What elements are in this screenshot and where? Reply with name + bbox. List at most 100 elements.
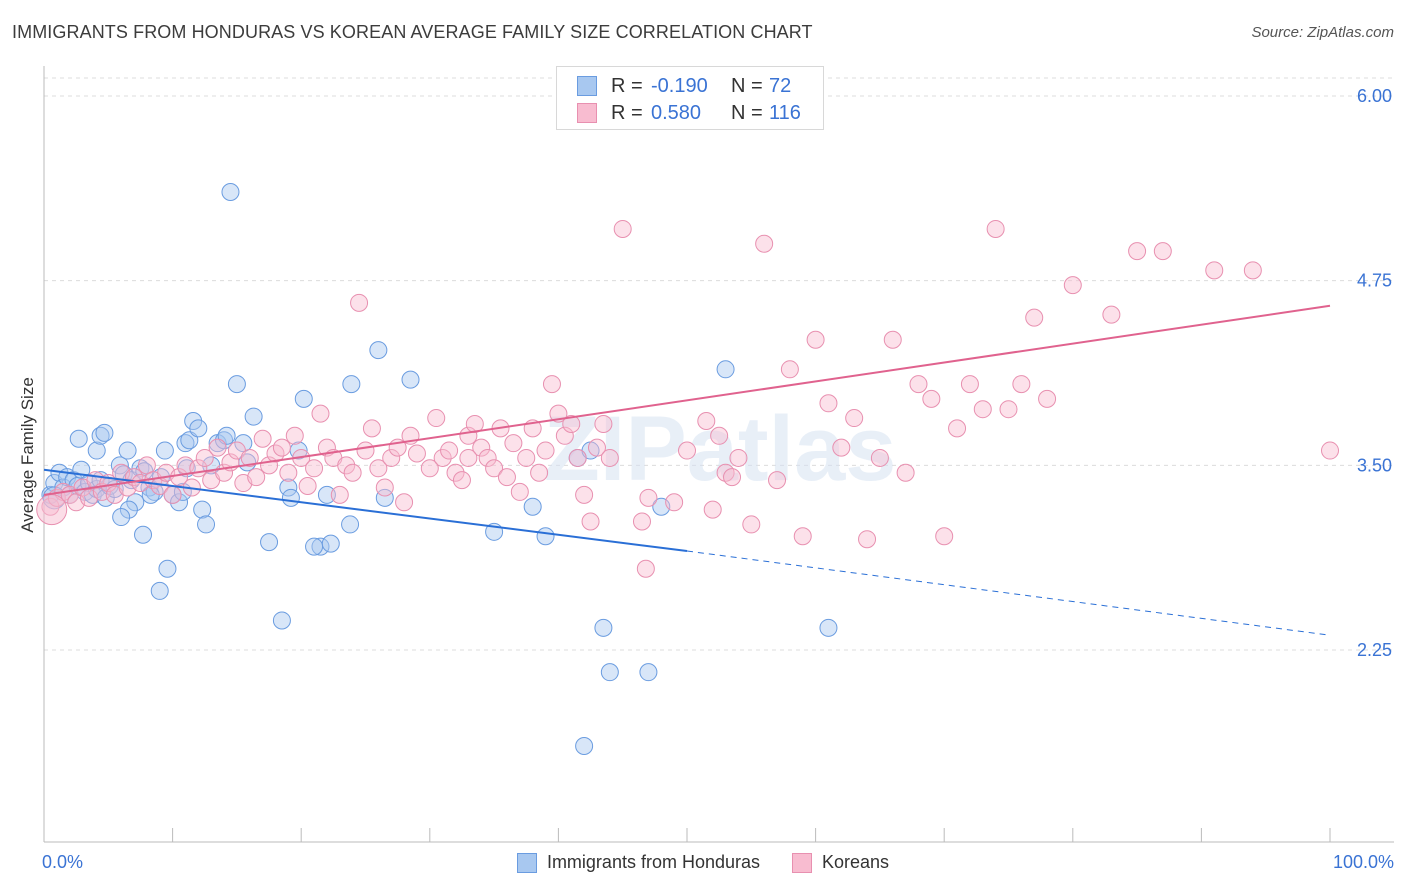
x-tick-label-min: 0.0%: [42, 852, 84, 872]
data-point: [793, 527, 812, 546]
data-point: [755, 234, 774, 253]
data-point: [542, 375, 561, 394]
data-point: [330, 485, 349, 504]
data-point: [896, 463, 915, 482]
data-point: [382, 448, 401, 467]
data-point: [742, 515, 761, 534]
data-point: [536, 527, 555, 546]
data-point: [247, 468, 266, 487]
data-point: [452, 471, 471, 490]
data-point: [195, 448, 214, 467]
data-point: [118, 441, 137, 460]
y-tick-label: 6.00: [1357, 86, 1392, 106]
data-point: [341, 515, 360, 534]
data-point: [1038, 389, 1057, 408]
data-point: [581, 512, 600, 531]
data-point: [272, 438, 291, 457]
data-point: [845, 409, 864, 428]
data-point: [636, 559, 655, 578]
legend-row-koreans: R = 0.580 N = 116: [577, 100, 801, 126]
data-point: [375, 478, 394, 497]
legend-label-honduras: Immigrants from Honduras: [546, 852, 761, 872]
data-point: [110, 456, 129, 475]
series-koreans-points: [36, 219, 1339, 578]
data-point: [973, 400, 992, 419]
data-point: [427, 409, 446, 428]
data-point: [459, 448, 478, 467]
data-point: [710, 426, 729, 445]
data-point: [321, 534, 340, 553]
data-point: [112, 508, 131, 527]
legend-r-label: R =: [611, 101, 643, 124]
data-point: [723, 468, 742, 487]
data-point: [150, 581, 169, 600]
data-point: [594, 414, 613, 433]
data-point: [227, 375, 246, 394]
y-tick-labels: 2.25 3.50 4.75 6.00: [1357, 86, 1392, 660]
data-point: [395, 493, 414, 512]
data-point: [587, 438, 606, 457]
data-point: [272, 611, 291, 630]
data-point: [155, 441, 174, 460]
data-point: [600, 663, 619, 682]
data-point: [305, 459, 324, 478]
x-tick-label-max: 100.0%: [1332, 852, 1394, 872]
data-point: [523, 497, 542, 516]
legend-n-label: N =: [731, 101, 763, 124]
data-point: [632, 512, 651, 531]
legend-swatch-honduras: [516, 852, 537, 873]
data-point: [613, 219, 632, 238]
data-point: [594, 618, 613, 637]
data-point: [1321, 441, 1339, 460]
data-point: [639, 488, 658, 507]
legend-n-value: 72: [769, 74, 792, 97]
data-point: [697, 412, 716, 431]
data-point: [922, 389, 941, 408]
legend-item-honduras[interactable]: Immigrants from Honduras: [516, 852, 761, 873]
legend-label-koreans: Koreans: [822, 852, 890, 872]
data-point: [369, 341, 388, 360]
trend-line-koreans: [43, 304, 1331, 496]
data-point: [510, 482, 529, 501]
data-point: [69, 429, 88, 448]
data-point: [1063, 276, 1082, 295]
data-point: [530, 463, 549, 482]
data-point: [342, 375, 361, 394]
source-label: Source: ZipAtlas.com: [1251, 24, 1394, 41]
data-point: [703, 500, 722, 519]
data-point: [780, 360, 799, 379]
data-point: [208, 438, 227, 457]
data-point: [504, 434, 523, 453]
data-point: [1243, 261, 1262, 280]
data-point: [298, 477, 317, 496]
data-point: [401, 370, 420, 389]
data-point: [294, 389, 313, 408]
data-point: [163, 485, 182, 504]
data-point: [986, 219, 1005, 238]
data-point: [858, 530, 877, 549]
data-point: [575, 737, 594, 756]
data-point: [478, 448, 497, 467]
data-point: [240, 448, 259, 467]
legend-item-koreans[interactable]: Koreans: [792, 852, 889, 873]
data-point: [87, 441, 106, 460]
data-point: [716, 360, 735, 379]
data-point: [253, 429, 272, 448]
legend-swatch-honduras: [577, 76, 597, 96]
data-point: [575, 485, 594, 504]
data-point: [1012, 375, 1031, 394]
data-point: [485, 459, 504, 478]
data-point: [806, 330, 825, 349]
data-point: [600, 448, 619, 467]
data-point: [279, 478, 298, 497]
watermark: ZIPatlas: [544, 398, 897, 500]
data-point: [883, 330, 902, 349]
legend-swatch-koreans: [792, 852, 813, 873]
data-point: [948, 419, 967, 438]
data-point: [407, 444, 426, 463]
data-point: [362, 419, 381, 438]
data-point: [369, 459, 388, 478]
data-point: [170, 493, 189, 512]
data-point: [768, 471, 787, 490]
data-point: [497, 468, 516, 487]
